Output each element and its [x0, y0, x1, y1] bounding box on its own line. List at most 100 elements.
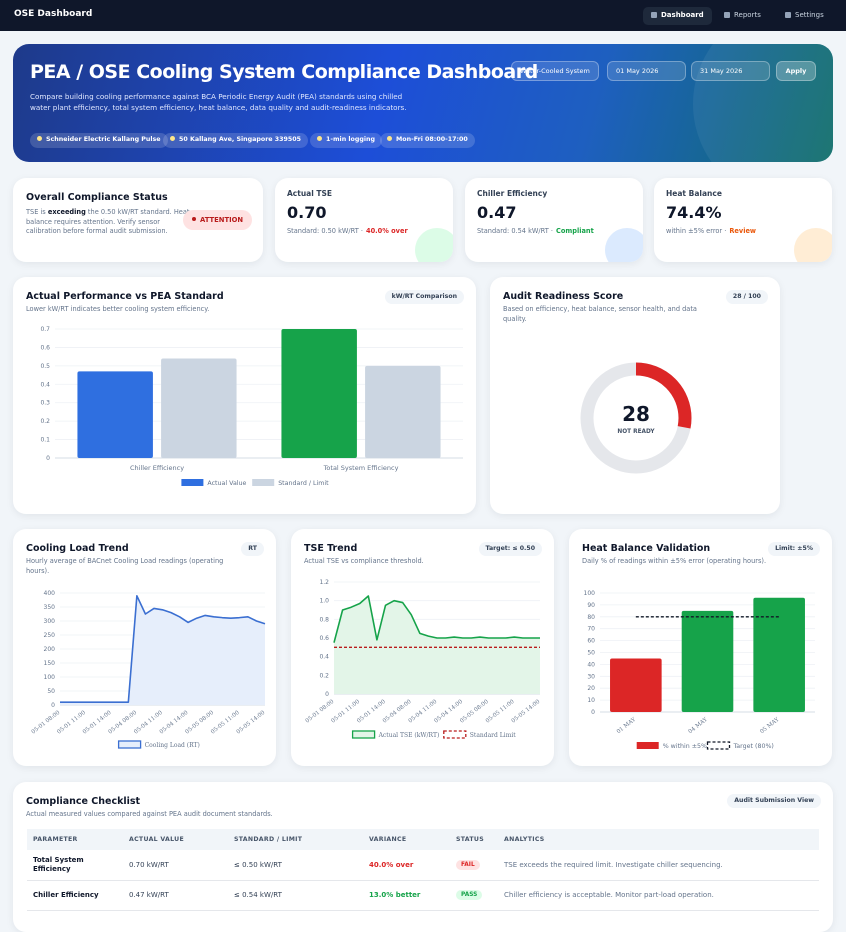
bar — [77, 371, 153, 458]
card-subtitle: Based on efficiency, heat balance, senso… — [503, 305, 697, 323]
bar — [610, 658, 662, 712]
kpi-card: Chiller Efficiency 0.47 Standard: 0.54 kW/… — [465, 178, 643, 262]
legend-label: Standard Limit — [470, 732, 517, 739]
kpi-note: within ±5% error · Review — [666, 227, 756, 235]
kpi-value: 0.47 — [477, 203, 517, 222]
card-title: Cooling Load Trend — [26, 543, 129, 554]
start-date[interactable]: 01 May 2026 — [607, 61, 686, 81]
card-badge: Limit: ±5% — [768, 542, 820, 556]
chart-card: TSE Trend Actual TSE vs compliance thres… — [291, 529, 554, 766]
kpi-status: Compliant — [555, 227, 594, 235]
chart-card: Actual Performance vs PEA Standard Lower… — [13, 277, 476, 514]
y-tick-label: 250 — [44, 632, 56, 639]
table-card: Compliance Checklist Actual measured val… — [13, 782, 833, 932]
status-card: Overall Compliance Status TSE is exceedi… — [13, 178, 263, 262]
card-title: Audit Readiness Score — [503, 291, 624, 302]
table-button[interactable]: Audit Submission View — [727, 794, 821, 808]
legend-swatch — [252, 479, 275, 486]
chart-card: Cooling Load Trend Hourly average of BAC… — [13, 529, 276, 766]
y-tick-label: 50 — [587, 650, 595, 657]
column-header: ANALYTICS — [498, 829, 819, 850]
y-tick-label: 100 — [584, 590, 596, 597]
kpi-accent — [794, 228, 832, 262]
x-tick-label: Chiller Efficiency — [130, 464, 184, 472]
variance-cell: 13.0% better — [363, 880, 450, 911]
status-pill: PASS — [456, 890, 483, 900]
y-tick-label: 0.7 — [40, 326, 50, 333]
legend-swatch — [181, 479, 204, 486]
variance-cell: 40.0% over — [363, 850, 450, 881]
standard-cell: ≤ 0.54 kW/RT — [228, 880, 363, 911]
x-tick-label: 04 MAY — [688, 717, 709, 736]
bar — [365, 365, 441, 458]
end-date[interactable]: 31 May 2026 — [691, 61, 770, 81]
y-tick-label: 20 — [587, 685, 595, 692]
kpi-accent — [415, 228, 453, 262]
y-tick-label: 150 — [44, 660, 56, 667]
card-title: Heat Balance Validation — [582, 543, 711, 554]
y-tick-label: 70 — [587, 626, 595, 633]
line — [60, 595, 266, 703]
y-tick-label: 50 — [47, 688, 55, 695]
x-tick-label: 01 MAY — [616, 717, 637, 736]
parameter-cell: Chiller Efficiency — [27, 880, 123, 911]
analytics-cell: TSE exceeds the required limit. Investig… — [498, 850, 819, 881]
y-tick-label: 0 — [591, 709, 595, 716]
legend-swatch — [117, 740, 142, 749]
chart: 28 NOT READY — [580, 362, 692, 474]
table-row: Total System Efficiency 0.70 kW/RT ≤ 0.50 … — [27, 850, 819, 881]
y-tick-label: 0 — [46, 455, 50, 462]
standard-cell: ≤ 0.50 kW/RT — [228, 850, 363, 881]
status-cell: FAIL — [450, 850, 498, 881]
card-subtitle: Daily % of readings within ±5% error (op… — [582, 557, 767, 565]
y-tick-label: 200 — [44, 646, 56, 653]
legend-swatch — [443, 730, 467, 739]
decor — [693, 44, 833, 162]
header-row: PARAMETER ACTUAL VALUE STANDARD / LIMIT VAR… — [27, 829, 819, 850]
bar — [161, 358, 237, 458]
nav-link[interactable]: Reports — [716, 7, 769, 25]
y-tick-label: 1.2 — [319, 579, 329, 586]
text-emphasis: exceeding — [47, 208, 86, 216]
card-title: Actual Performance vs PEA Standard — [26, 291, 224, 302]
x-tick-label: 05 MAY — [759, 717, 780, 736]
x-tick-label: 05-05 14:00 — [236, 710, 267, 736]
badge-text: ATTENTION — [200, 216, 244, 224]
card-subtitle: Actual measured values compared against … — [26, 810, 273, 818]
checklist-table: PARAMETER ACTUAL VALUE STANDARD / LIMIT VAR… — [27, 829, 819, 911]
note-text: Standard: 0.50 kW/RT · — [287, 227, 363, 235]
legend-swatch — [636, 742, 659, 749]
parameter-cell: Total System Efficiency — [27, 850, 123, 881]
column-header: VARIANCE — [363, 829, 450, 850]
kpi-accent — [605, 228, 643, 262]
y-tick-label: 0.6 — [319, 635, 329, 642]
donut-label: NOT READY — [617, 429, 655, 435]
kpi-status: Review — [729, 227, 757, 235]
status-badge: ATTENTION — [183, 210, 253, 230]
area — [60, 595, 265, 705]
y-tick-label: 0.4 — [319, 654, 329, 661]
apply-button[interactable]: Apply — [776, 61, 816, 81]
status-cell: PASS — [450, 880, 498, 911]
table-row: Chiller Efficiency 0.47 kW/RT ≤ 0.54 kW/RT… — [27, 880, 819, 911]
y-tick-label: 0.1 — [40, 437, 50, 444]
chart-card: Audit Readiness Score Based on efficienc… — [490, 277, 780, 514]
nav-link[interactable]: Dashboard — [643, 7, 712, 25]
legend-swatch — [351, 730, 376, 739]
status-text: TSE is exceeding the 0.50 kW/RT standard… — [26, 208, 191, 237]
column-header: STATUS — [450, 829, 498, 850]
nav-link[interactable]: Settings — [777, 7, 832, 25]
y-tick-label: 90 — [587, 602, 595, 609]
system-select[interactable]: Water-Cooled System — [511, 61, 599, 81]
header-banner: PEA / OSE Cooling System Compliance Dash… — [13, 44, 833, 162]
kpi-label: Actual TSE — [287, 189, 333, 198]
nav-link-label: Reports — [734, 11, 761, 19]
actual-cell: 0.70 kW/RT — [123, 850, 228, 881]
card-subtitle: Hourly average of BACnet Cooling Load re… — [26, 557, 224, 575]
y-tick-label: 60 — [587, 638, 595, 645]
kpi-label: Chiller Efficiency — [477, 189, 548, 198]
card-title: TSE Trend — [304, 543, 358, 554]
